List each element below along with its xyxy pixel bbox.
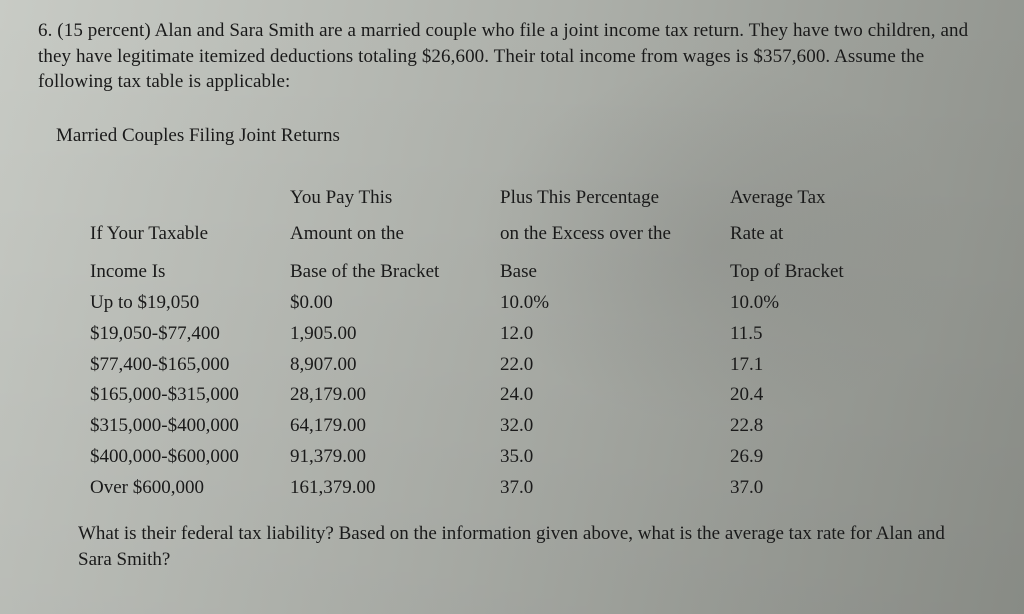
header-cell <box>90 181 290 215</box>
bracket-avg: 17.1 <box>730 350 763 381</box>
bracket-base: 161,379.00 <box>290 473 500 504</box>
bracket-range: $165,000-$315,000 <box>90 380 290 411</box>
header-cell: Average Tax <box>730 181 826 215</box>
bracket-range: $315,000-$400,000 <box>90 411 290 442</box>
bracket-rows: Income Is Base of the Bracket Base Top o… <box>90 257 996 503</box>
bracket-avg: 22.8 <box>730 411 763 442</box>
bracket-avg: 10.0% <box>730 288 779 319</box>
header-cell: Base of the Bracket <box>290 257 500 288</box>
table-row: $77,400-$165,000 8,907.00 22.0 17.1 <box>90 350 996 381</box>
bracket-range: $19,050-$77,400 <box>90 319 290 350</box>
header-cell: Base <box>500 257 730 288</box>
bracket-pct: 12.0 <box>500 319 730 350</box>
bracket-base: 1,905.00 <box>290 319 500 350</box>
bracket-pct: 37.0 <box>500 473 730 504</box>
table-row: Over $600,000 161,379.00 37.0 37.0 <box>90 473 996 504</box>
bracket-base: 91,379.00 <box>290 442 500 473</box>
bracket-range: $400,000-$600,000 <box>90 442 290 473</box>
header-cell: Top of Bracket <box>730 257 844 288</box>
bracket-base: 64,179.00 <box>290 411 500 442</box>
header-cell: Plus This Percentage <box>500 181 730 215</box>
header-cell: If Your Taxable <box>90 217 290 251</box>
bracket-pct: 22.0 <box>500 350 730 381</box>
bracket-pct: 35.0 <box>500 442 730 473</box>
problem-statement: 6. (15 percent) Alan and Sara Smith are … <box>38 18 996 95</box>
header-cell: Amount on the <box>290 217 500 251</box>
bracket-avg: 20.4 <box>730 380 763 411</box>
header-cell: Rate at <box>730 217 783 251</box>
bracket-avg: 37.0 <box>730 473 763 504</box>
bracket-pct: 32.0 <box>500 411 730 442</box>
tax-table: You Pay This Plus This Percentage Averag… <box>90 181 996 504</box>
table-title: Married Couples Filing Joint Returns <box>56 125 996 147</box>
bracket-base: $0.00 <box>290 288 500 319</box>
header-cell: on the Excess over the <box>500 217 730 251</box>
table-header-row: Income Is Base of the Bracket Base Top o… <box>90 257 996 288</box>
table-row: $315,000-$400,000 64,179.00 32.0 22.8 <box>90 411 996 442</box>
table-header-row: If Your Taxable Amount on the on the Exc… <box>90 217 996 251</box>
table-row: $165,000-$315,000 28,179.00 24.0 20.4 <box>90 380 996 411</box>
bracket-pct: 10.0% <box>500 288 730 319</box>
header-cell: Income Is <box>90 257 290 288</box>
table-row: $400,000-$600,000 91,379.00 35.0 26.9 <box>90 442 996 473</box>
bracket-range: $77,400-$165,000 <box>90 350 290 381</box>
table-header-row: You Pay This Plus This Percentage Averag… <box>90 181 996 215</box>
bracket-avg: 26.9 <box>730 442 763 473</box>
bracket-base: 28,179.00 <box>290 380 500 411</box>
header-cell: You Pay This <box>290 181 500 215</box>
bracket-avg: 11.5 <box>730 319 763 350</box>
question-text: What is their federal tax liability? Bas… <box>78 521 966 572</box>
bracket-pct: 24.0 <box>500 380 730 411</box>
bracket-range: Up to $19,050 <box>90 288 290 319</box>
table-row: $19,050-$77,400 1,905.00 12.0 11.5 <box>90 319 996 350</box>
bracket-base: 8,907.00 <box>290 350 500 381</box>
table-row: Up to $19,050 $0.00 10.0% 10.0% <box>90 288 996 319</box>
bracket-range: Over $600,000 <box>90 473 290 504</box>
